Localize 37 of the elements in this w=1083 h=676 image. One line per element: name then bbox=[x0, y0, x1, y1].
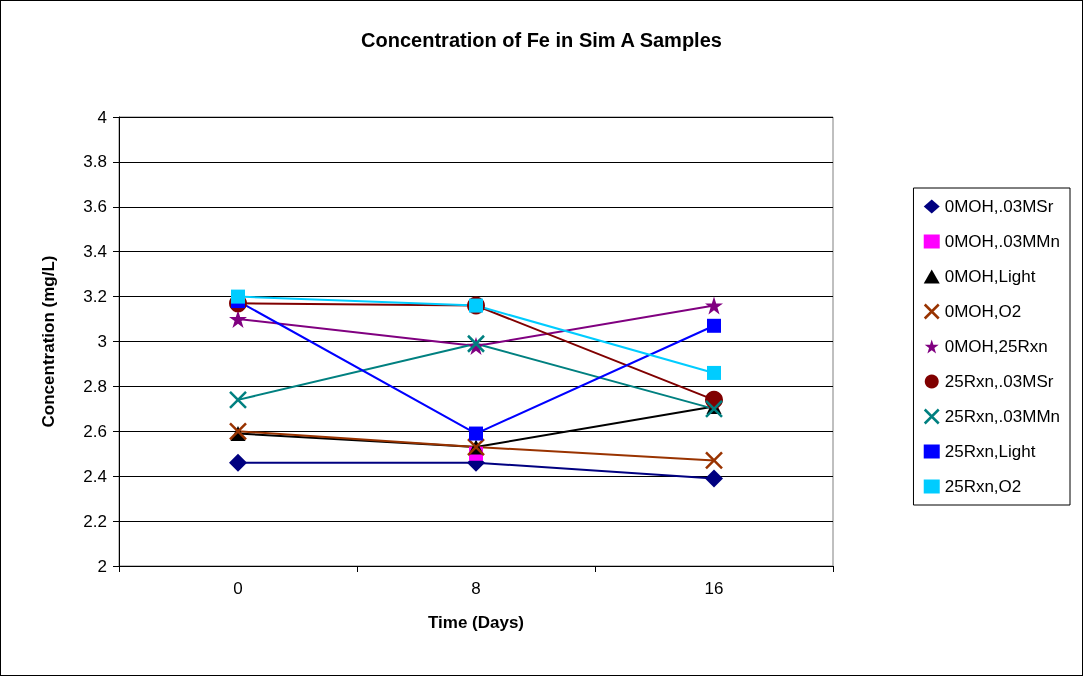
point bbox=[229, 310, 247, 329]
point bbox=[707, 318, 721, 333]
y-tick-label: 3.8 bbox=[83, 152, 107, 172]
point bbox=[704, 451, 724, 470]
legend-label: 0MOH,25Rxn bbox=[944, 337, 1048, 356]
legend-label: 25Rxn,O2 bbox=[944, 477, 1022, 496]
y-tick-label: 3.2 bbox=[83, 287, 107, 307]
legend-label: 25Rxn,.03MMn bbox=[944, 407, 1061, 426]
y-axis-title: Concentration (mg/L) bbox=[39, 255, 58, 428]
legend-label: 0MOH,.03MMn bbox=[944, 232, 1060, 251]
y-tick-label: 3.4 bbox=[83, 242, 107, 262]
y-tick-label: 3.6 bbox=[83, 197, 107, 217]
x-tick-label: 0 bbox=[233, 579, 243, 598]
legend-label: 25Rxn,.03MSr bbox=[944, 372, 1054, 391]
point bbox=[705, 469, 723, 488]
x-tick-label: 16 bbox=[704, 579, 724, 598]
legend-label: 0MOH,Light bbox=[944, 267, 1036, 286]
y-tick-label: 2 bbox=[97, 556, 107, 576]
x-axis-title: Time (Days) bbox=[427, 613, 525, 632]
y-tick-label: 2.6 bbox=[83, 421, 107, 441]
y-tick-label: 2.4 bbox=[83, 466, 107, 486]
point bbox=[231, 289, 245, 304]
point bbox=[228, 390, 248, 410]
y-tick-label: 2.2 bbox=[83, 511, 107, 531]
y-tick-label: 3 bbox=[97, 332, 107, 351]
y-tick-label: 2.8 bbox=[83, 376, 107, 396]
chart-title: Concentration of Fe in Sim A Samples bbox=[361, 29, 722, 51]
x-tick-label: 8 bbox=[471, 579, 481, 598]
legend-label: 25Rxn,Light bbox=[944, 442, 1036, 461]
point bbox=[707, 365, 721, 380]
legend-label: 0MOH,O2 bbox=[944, 302, 1022, 321]
point bbox=[705, 296, 723, 315]
y-tick-label: 4 bbox=[97, 107, 107, 127]
point bbox=[229, 453, 247, 472]
point bbox=[228, 422, 248, 441]
point bbox=[469, 426, 483, 441]
legend-label: 0MOH,.03MSr bbox=[944, 197, 1054, 216]
